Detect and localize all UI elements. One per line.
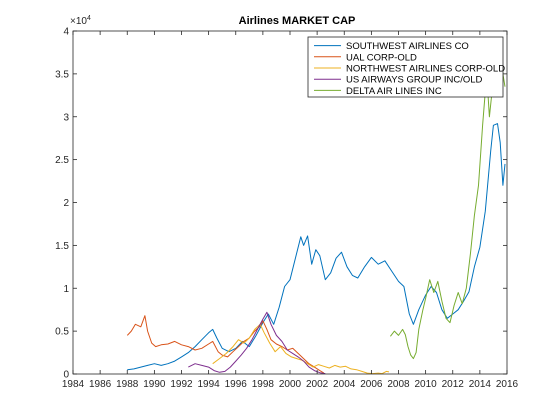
x-tick-label-7: 1998: [252, 379, 275, 390]
x-tick-label-12: 2008: [387, 379, 410, 390]
x-tick-label-16: 2016: [496, 379, 519, 390]
y-tick-label-3: 1.5: [55, 241, 69, 252]
legend-label-0: SOUTHWEST AIRLINES CO: [346, 41, 469, 52]
series-line-4: [390, 39, 506, 360]
y-tick-label-5: 2.5: [55, 155, 69, 166]
x-tick-label-14: 2012: [442, 379, 465, 390]
y-tick-label-8: 4: [63, 27, 69, 38]
y-exponent-base: ×10: [70, 16, 87, 27]
x-tick-label-13: 2010: [415, 379, 438, 390]
x-tick-label-3: 1990: [143, 379, 166, 390]
series-line-0: [127, 123, 506, 371]
x-tick-label-10: 2004: [333, 379, 356, 390]
x-tick-label-1: 1986: [89, 379, 112, 390]
x-tick-label-11: 2006: [360, 379, 383, 390]
x-tick-label-2: 1988: [116, 379, 139, 390]
y-exponent-power: 4: [87, 15, 91, 22]
legend-box: [307, 36, 504, 98]
y-tick-label-2: 1: [63, 284, 69, 295]
x-tick-label-5: 1994: [198, 379, 221, 390]
x-tick-label-0: 1984: [62, 379, 85, 390]
y-axis-exponent: ×104: [70, 15, 91, 27]
y-tick-label-1: 0.5: [55, 327, 69, 338]
y-tick-label-0: 0: [63, 370, 69, 381]
series-line-3: [188, 311, 326, 375]
y-tick-label-4: 2: [63, 198, 69, 209]
x-tick-label-9: 2002: [306, 379, 329, 390]
chart-title: Airlines MARKET CAP: [239, 15, 356, 27]
series-line-2: [212, 323, 390, 375]
y-tick-label-6: 3: [63, 112, 69, 123]
legend-label-4: DELTA AIR LINES INC: [346, 86, 442, 97]
x-tick-label-4: 1992: [170, 379, 193, 390]
y-tick-label-7: 3.5: [55, 69, 69, 80]
ticks: 1984 1986 1988 1990 1992 1994 1996 1998 2000 2002…: [55, 27, 518, 391]
x-tick-label-15: 2014: [469, 379, 492, 390]
legend-label-3: US AIRWAYS GROUP INC/OLD: [346, 75, 483, 86]
legend-label-1: UAL CORP-OLD: [346, 52, 417, 63]
series-line-1: [126, 315, 325, 374]
x-tick-label-6: 1996: [225, 379, 248, 390]
svg-text:×104: ×104: [70, 15, 91, 27]
x-tick-label-8: 2000: [279, 379, 302, 390]
series-group: [126, 39, 506, 375]
legend-label-2: NORTHWEST AIRLINES CORP-OLD: [346, 64, 505, 75]
